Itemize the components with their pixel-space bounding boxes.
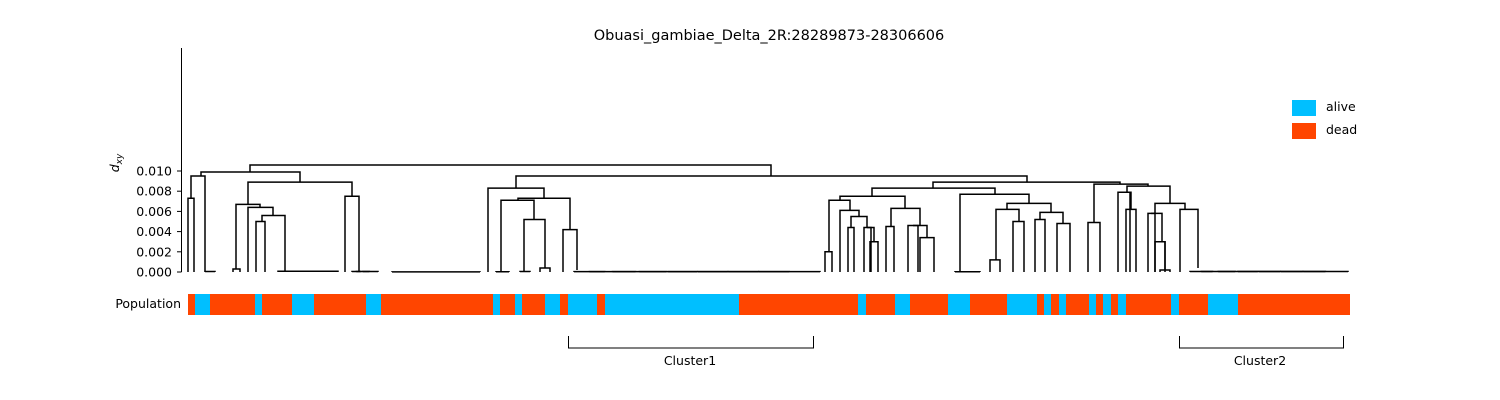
legend-item-dead: dead (1292, 122, 1357, 139)
population-segment-alive (366, 294, 381, 315)
dendrogram-link (847, 226, 855, 272)
y-axis-label-sub: xy (115, 153, 125, 165)
population-bar (188, 294, 1350, 315)
cluster-brackets: Cluster1 Cluster2 (568, 336, 1344, 368)
y-axis-label-main: d (107, 164, 122, 172)
legend-swatch-dead (1292, 123, 1316, 139)
dendrogram-link (247, 206, 274, 272)
dendrogram-link (1302, 270, 1349, 273)
dendrogram-link (190, 175, 206, 272)
dendrogram-link (932, 181, 1121, 189)
legend-swatch-alive (1292, 100, 1316, 116)
population-segment-alive (1007, 294, 1037, 315)
dendrogram-link (989, 259, 1001, 272)
population-label: Population (115, 296, 181, 311)
dendrogram-link (1179, 208, 1199, 272)
dendrogram-link (1039, 211, 1064, 224)
population-segment-alive (948, 294, 970, 315)
dendrogram-link (187, 197, 195, 272)
dendrogram-link (1147, 212, 1156, 272)
legend-label-alive: alive (1326, 99, 1356, 114)
dendrogram-link (913, 224, 928, 238)
dendrogram-link (824, 251, 833, 272)
dendrogram-link (562, 228, 578, 272)
dendrogram-link (871, 187, 996, 197)
dendrogram-link (1154, 240, 1166, 272)
cluster-1: Cluster1 (568, 336, 814, 368)
dendrogram-link (850, 215, 868, 228)
population-segment-alive (1118, 294, 1126, 315)
population-segment-alive (1044, 294, 1051, 315)
y-tick-label: 0.002 (136, 244, 172, 259)
population-segment-alive (515, 294, 522, 315)
dendrogram-link (249, 164, 772, 177)
cluster-2-label: Cluster2 (1234, 353, 1286, 368)
dendrogram-link (890, 207, 921, 227)
dendrogram-link (204, 270, 216, 273)
dendrogram-link (519, 270, 531, 273)
y-tick-label: 0.000 (136, 265, 172, 280)
dendrogram-link (1087, 221, 1101, 272)
y-tick-label: 0.010 (136, 164, 172, 179)
chart-title: Obuasi_gambiae_Delta_2R:28289873-2830660… (594, 28, 945, 44)
y-tick-label: 0.006 (136, 204, 172, 219)
population-segment-alive (1208, 294, 1238, 315)
cluster-1-label: Cluster1 (664, 353, 716, 368)
dendrogram-link (1160, 240, 1166, 270)
population-segment-alive (1171, 294, 1179, 315)
dendrogram-link (500, 199, 535, 272)
population-segment-alive (1089, 294, 1096, 315)
dendrogram-link (1012, 220, 1025, 272)
dendrogram-link (317, 270, 339, 272)
dendrogram-link (1056, 222, 1071, 272)
dendrogram-link (200, 171, 301, 183)
dendrogram-link (255, 220, 266, 272)
population-segment-alive (1103, 294, 1111, 315)
legend: alive dead (1292, 99, 1357, 139)
dendrogram-link (1125, 208, 1137, 272)
dendrogram-link (539, 267, 551, 272)
dendrogram-link (839, 209, 860, 272)
cluster-2-bracket (1179, 336, 1344, 349)
population-segment-alive (545, 294, 560, 315)
population-segment-alive (255, 294, 262, 315)
y-tick-label: 0.008 (136, 184, 172, 199)
population-segment-alive (568, 294, 597, 315)
dendrogram-link (1117, 191, 1131, 272)
dendrogram-link (1093, 183, 1149, 223)
dendrogram-link (907, 224, 919, 272)
population-segment-alive (292, 294, 314, 315)
dendrogram-link (344, 195, 360, 272)
svg-text:dxy: dxy (107, 153, 125, 172)
dendrogram-link (995, 208, 1020, 260)
dendrogram-link (1126, 185, 1171, 204)
dendrogram-link (523, 218, 546, 272)
y-axis-label: dxy (107, 153, 125, 172)
population-segment-alive (1059, 294, 1066, 315)
dendrogram-link (867, 226, 875, 242)
population-segment-alive (195, 294, 210, 315)
dendrogram-tree (187, 164, 1349, 273)
dendrogram-link (1151, 212, 1163, 242)
dendrogram-link (885, 225, 895, 272)
legend-item-alive: alive (1292, 99, 1356, 116)
population-segment-alive (858, 294, 866, 315)
population-segment-alive (895, 294, 910, 315)
dendrogram-link (919, 236, 935, 272)
cluster-2: Cluster2 (1179, 336, 1344, 368)
cluster-1-bracket (568, 336, 814, 349)
dendrogram-link (247, 181, 353, 205)
dendrogram-link (1006, 202, 1052, 213)
population-segment-alive (605, 294, 739, 315)
dendrogram-link (517, 197, 571, 230)
dendrogram-link (232, 268, 241, 272)
y-tick-label: 0.004 (136, 224, 172, 239)
population-segment-alive (493, 294, 500, 315)
dendrogram-link (362, 270, 379, 273)
legend-label-dead: dead (1326, 122, 1357, 137)
dendrogram-link (1034, 218, 1046, 272)
y-axis: 0.000 0.002 0.004 0.006 0.008 0.010 (136, 48, 182, 280)
